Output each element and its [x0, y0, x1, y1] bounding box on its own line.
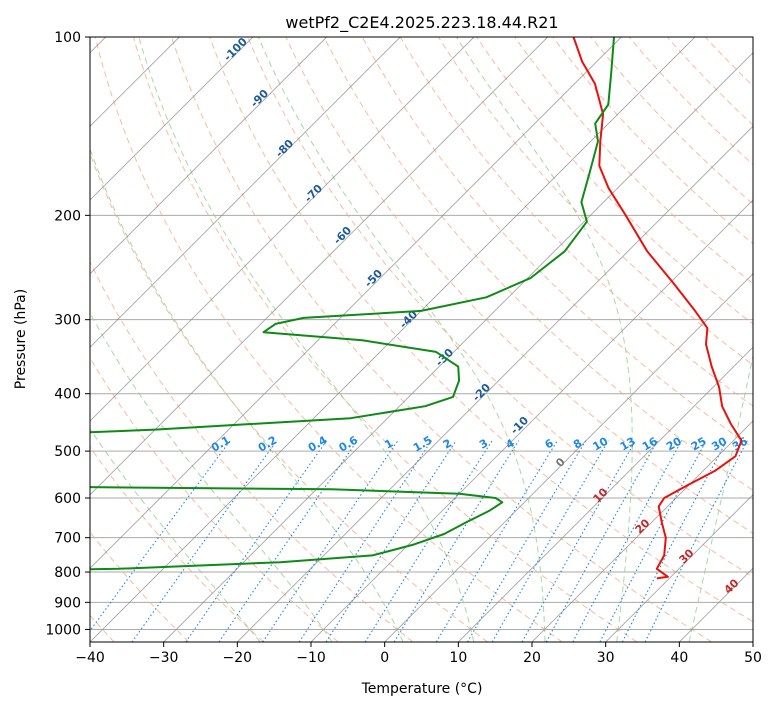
y-tick-label: 400	[54, 387, 81, 403]
mixing-ratio-lines	[90, 440, 748, 642]
mixing-ratio-line	[90, 440, 231, 632]
x-axis-label: Temperature (°C)	[361, 681, 483, 697]
isotherm-line	[236, 125, 753, 642]
isotherm-line	[163, 52, 753, 642]
dry-adiabat-line	[514, 37, 753, 285]
mixing-ratio-line	[644, 440, 748, 642]
y-tick-label: 300	[54, 313, 81, 329]
x-tick-label: −30	[149, 650, 179, 666]
isotherm-line	[531, 420, 753, 642]
plot-frame	[89, 36, 754, 643]
isotherm-line	[90, 37, 254, 201]
isotherm-line	[90, 37, 475, 422]
mixing-ratio-line	[467, 440, 587, 642]
dry-adiabat-line	[94, 37, 563, 642]
y-tick-label: 1000	[45, 622, 81, 638]
temperature-profile-line	[572, 37, 743, 580]
y-tick-label: 800	[54, 565, 81, 581]
axes: −40 −30 −20 −10 0 10 20 30 40 50 100 200 300 400 500 60…	[45, 30, 762, 666]
mixing-ratio-line	[435, 440, 558, 642]
mixing-ratio-line	[131, 440, 278, 642]
dry-adiabat-line	[209, 37, 753, 623]
x-tick-label: −10	[296, 650, 326, 666]
dry-adiabat-line	[90, 260, 414, 642]
mixing-ratio-line	[262, 440, 399, 642]
dry-adiabat-line	[132, 37, 638, 642]
dry-adiabat-line	[247, 37, 753, 578]
chart-title: wetPf2_C2E4.2025.223.18.44.R21	[285, 13, 558, 33]
isotherm-line	[90, 37, 328, 275]
sounding-series	[90, 37, 743, 580]
isobar-grid	[90, 37, 753, 630]
moist-adiabat-line	[90, 147, 404, 642]
dry-adiabat-line	[476, 37, 753, 325]
isotherm-line	[605, 494, 753, 642]
y-tick-label: 200	[54, 208, 81, 224]
isotherm-line	[90, 37, 549, 496]
isotherm-line	[90, 37, 401, 348]
mixing-ratio-line	[491, 440, 609, 642]
isotherm-line	[310, 199, 753, 642]
isotherm-line	[384, 273, 753, 642]
mixing-ratio-line	[218, 440, 358, 642]
x-tick-label: 40	[670, 650, 688, 666]
x-tick-label: −20	[223, 650, 253, 666]
x-tick-label: 0	[380, 650, 389, 666]
isotherm-grid	[90, 37, 753, 642]
dry-adiabat-line	[628, 37, 753, 166]
moist-adiabat-line	[257, 37, 546, 642]
x-tick-label: 20	[523, 650, 541, 666]
x-tick-label: 50	[744, 650, 762, 666]
moist-adiabat-line	[90, 311, 333, 642]
y-tick-label: 700	[54, 531, 81, 547]
x-tick-label: 10	[449, 650, 467, 666]
y-axis-label: Pressure (hPa)	[13, 289, 29, 389]
mixing-ratio-line	[599, 440, 707, 642]
mixing-ratio-line	[298, 440, 432, 642]
dry-adiabat-line	[399, 37, 753, 407]
y-tick-label: 100	[54, 30, 81, 46]
moist-adiabat-line	[688, 353, 753, 642]
dewpoint-profile-line	[90, 37, 615, 571]
dry-adiabat-line	[90, 446, 264, 642]
mixing-ratio-line	[393, 440, 520, 642]
mixing-ratio-line	[521, 440, 637, 642]
x-tick-label: −40	[75, 650, 105, 666]
isotherm-line	[457, 346, 753, 642]
y-tick-label: 900	[54, 595, 81, 611]
x-tick-label: 30	[597, 650, 615, 666]
isotherm-line	[90, 37, 622, 569]
y-tick-label: 500	[54, 444, 81, 460]
y-tick-label: 600	[54, 491, 81, 507]
moist-adiabat-line	[138, 37, 475, 642]
isotherm-line	[90, 37, 696, 642]
dry-adiabat-line	[323, 37, 753, 491]
mixing-ratio-line	[185, 440, 328, 642]
